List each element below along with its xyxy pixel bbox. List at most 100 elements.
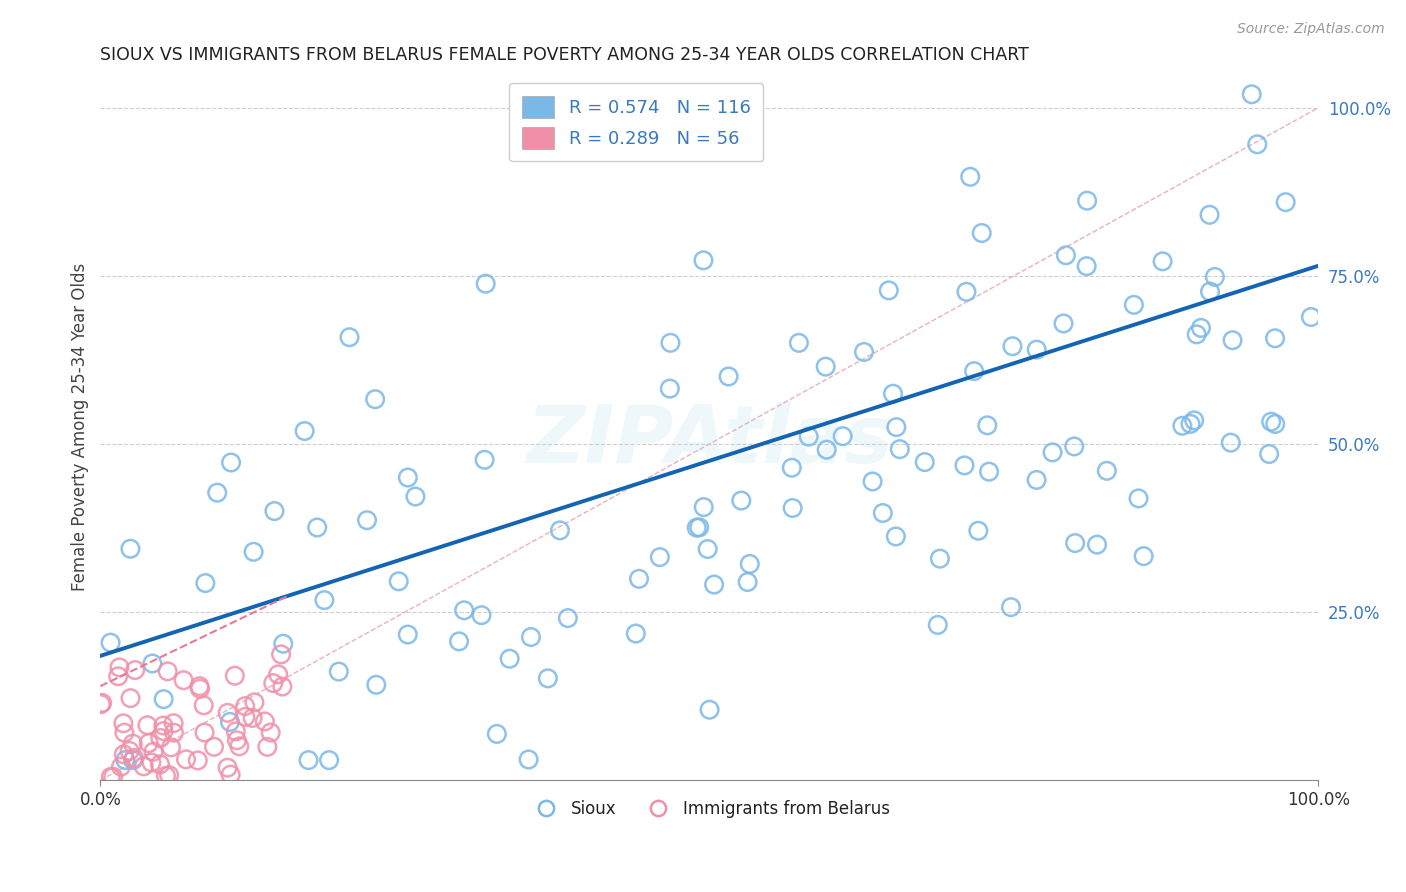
- Point: [307, 520, 329, 534]
- Text: Source: ZipAtlas.com: Source: ZipAtlas.com: [1237, 22, 1385, 37]
- Point: [862, 475, 884, 489]
- Point: [686, 521, 709, 535]
- Point: [194, 576, 217, 591]
- Point: [1054, 248, 1077, 262]
- Point: [242, 545, 264, 559]
- Point: [1185, 327, 1208, 342]
- Point: [1222, 333, 1244, 347]
- Point: [699, 703, 721, 717]
- Point: [693, 500, 716, 515]
- Point: [470, 608, 492, 623]
- Point: [233, 699, 256, 714]
- Point: [782, 500, 804, 515]
- Point: [1182, 413, 1205, 427]
- Point: [120, 691, 142, 706]
- Point: [219, 456, 242, 470]
- Point: [157, 768, 180, 782]
- Point: [100, 635, 122, 649]
- Point: [91, 696, 114, 710]
- Point: [314, 593, 336, 607]
- Point: [160, 740, 183, 755]
- Point: [110, 759, 132, 773]
- Point: [1260, 415, 1282, 429]
- Point: [193, 698, 215, 713]
- Point: [872, 506, 894, 520]
- Point: [388, 574, 411, 589]
- Point: [624, 626, 647, 640]
- Point: [1095, 464, 1118, 478]
- Point: [396, 470, 419, 484]
- Point: [853, 345, 876, 359]
- Point: [1064, 536, 1087, 550]
- Point: [1052, 317, 1074, 331]
- Point: [953, 458, 976, 473]
- Point: [738, 557, 761, 571]
- Point: [162, 716, 184, 731]
- Point: [217, 761, 239, 775]
- Point: [318, 753, 340, 767]
- Point: [1128, 491, 1150, 506]
- Point: [1001, 339, 1024, 353]
- Point: [152, 692, 174, 706]
- Point: [889, 442, 911, 457]
- Point: [207, 485, 229, 500]
- Point: [271, 680, 294, 694]
- Point: [831, 429, 853, 443]
- Point: [138, 736, 160, 750]
- Point: [815, 442, 838, 457]
- Point: [219, 767, 242, 781]
- Point: [112, 725, 135, 739]
- Point: [187, 753, 209, 767]
- Point: [90, 697, 112, 711]
- Point: [1152, 254, 1174, 268]
- Point: [659, 335, 682, 350]
- Point: [877, 284, 900, 298]
- Point: [1198, 208, 1220, 222]
- Point: [557, 611, 579, 625]
- Point: [174, 752, 197, 766]
- Point: [256, 739, 278, 754]
- Point: [474, 452, 496, 467]
- Point: [977, 465, 1000, 479]
- Point: [1076, 194, 1098, 208]
- Point: [1000, 600, 1022, 615]
- Point: [927, 618, 949, 632]
- Point: [118, 744, 141, 758]
- Point: [396, 627, 419, 641]
- Point: [356, 513, 378, 527]
- Point: [520, 630, 543, 644]
- Point: [132, 759, 155, 773]
- Text: ZIPAtlas: ZIPAtlas: [526, 402, 893, 480]
- Point: [886, 420, 908, 434]
- Point: [225, 724, 247, 739]
- Point: [193, 725, 215, 739]
- Point: [228, 739, 250, 754]
- Point: [294, 424, 316, 438]
- Point: [453, 603, 475, 617]
- Point: [797, 429, 820, 443]
- Point: [142, 745, 165, 759]
- Point: [141, 756, 163, 770]
- Point: [1264, 331, 1286, 345]
- Point: [737, 574, 759, 589]
- Point: [188, 679, 211, 693]
- Point: [108, 660, 131, 674]
- Point: [1132, 549, 1154, 563]
- Point: [242, 711, 264, 725]
- Point: [1063, 440, 1085, 454]
- Point: [271, 637, 294, 651]
- Point: [152, 724, 174, 739]
- Point: [1199, 285, 1222, 299]
- Point: [648, 550, 671, 565]
- Point: [959, 169, 981, 184]
- Point: [447, 634, 470, 648]
- Text: SIOUX VS IMMIGRANTS FROM BELARUS FEMALE POVERTY AMONG 25-34 YEAR OLDS CORRELATIO: SIOUX VS IMMIGRANTS FROM BELARUS FEMALE …: [100, 46, 1029, 64]
- Point: [882, 386, 904, 401]
- Point: [884, 529, 907, 543]
- Point: [149, 731, 172, 745]
- Point: [498, 651, 520, 665]
- Point: [517, 752, 540, 766]
- Point: [339, 330, 361, 344]
- Point: [224, 669, 246, 683]
- Point: [688, 520, 710, 534]
